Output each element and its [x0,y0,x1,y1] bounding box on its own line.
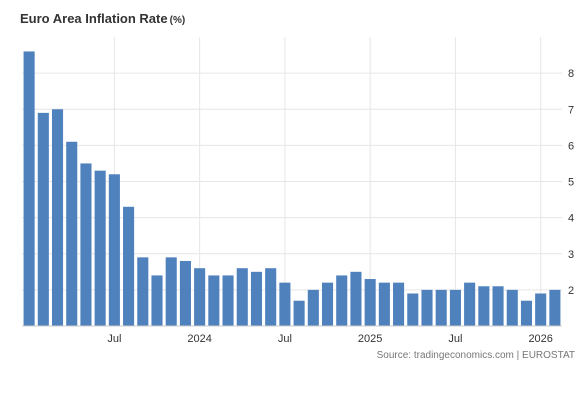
y-tick-label: 5 [568,177,574,189]
bar-2023-09[interactable] [137,257,149,326]
bar-2024-03[interactable] [222,275,234,326]
x-tick-label: 2024 [187,333,211,345]
bar-2024-12[interactable] [350,271,362,326]
bar-2025-01[interactable] [364,279,376,326]
bar-2026-02[interactable] [549,289,561,326]
bar-2024-10[interactable] [321,282,334,326]
chart-title-text: Euro Area Inflation Rate [20,11,168,26]
y-tick-label: 3 [568,249,574,261]
bar-2024-07[interactable] [279,282,291,326]
bar-2025-02[interactable] [378,282,390,326]
y-tick-label: 4 [568,213,574,225]
chart-unit: (%) [169,15,186,26]
y-tick-label: 6 [568,140,574,152]
bar-2023-08[interactable] [123,206,135,326]
bar-2024-02[interactable] [208,275,220,326]
bar-2024-08[interactable] [293,300,305,326]
bar-2023-04[interactable] [66,141,78,326]
bar-2025-05[interactable] [421,289,433,326]
bar-2023-11[interactable] [165,257,177,326]
bar-2025-12[interactable] [520,300,533,326]
y-tick-label: 8 [568,68,574,80]
bar-2023-03[interactable] [51,109,64,326]
bar-2024-05[interactable] [250,271,263,326]
chart-title: Euro Area Inflation Rate (%) [20,11,185,26]
bar-2024-04[interactable] [236,268,248,326]
bar-2023-06[interactable] [94,170,106,326]
bar-2025-03[interactable] [393,282,405,326]
x-tick-label: 2026 [528,333,552,345]
bar-2024-01[interactable] [194,268,206,326]
bar-2023-07[interactable] [108,174,120,326]
axis-layer: 2 3 4 5 6 7 8 Jul 2024 Jul 2025 Jul 2026 [22,68,574,345]
bar-2025-11[interactable] [506,289,518,326]
bar-layer [23,51,561,326]
bar-2023-12[interactable] [179,260,191,326]
bar-2025-06[interactable] [435,289,447,326]
bar-2024-06[interactable] [265,268,277,326]
bar-2023-01[interactable] [23,51,35,326]
x-tick-label: Jul [278,333,292,345]
bar-2023-05[interactable] [80,163,92,326]
source-note: Source: tradingeconomics.com | EUROSTAT [376,350,575,361]
bar-2026-01[interactable] [535,293,547,326]
x-tick-label: Jul [107,333,121,345]
bar-2025-04[interactable] [407,293,419,326]
x-tick-label: 2025 [358,333,382,345]
x-tick-label: Jul [448,333,462,345]
bar-2025-09[interactable] [478,286,490,326]
bar-2024-09[interactable] [307,289,319,326]
bar-2025-10[interactable] [492,286,504,326]
bar-2023-10[interactable] [151,275,163,326]
bar-2023-02[interactable] [37,112,49,326]
y-tick-label: 7 [568,104,574,116]
bar-2025-07[interactable] [449,289,461,326]
bar-2025-08[interactable] [464,282,476,326]
y-tick-label: 2 [568,285,574,297]
bar-2024-11[interactable] [336,275,348,326]
